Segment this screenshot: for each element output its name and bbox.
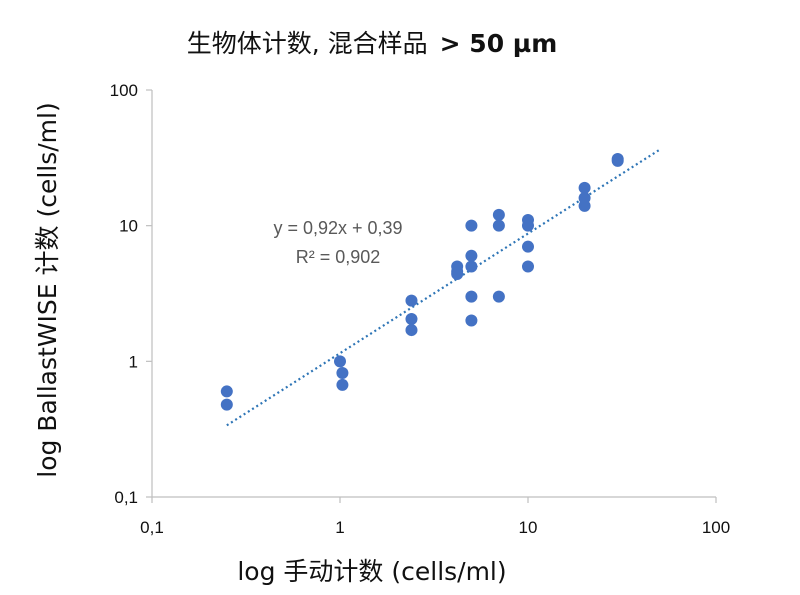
y-tick-label: 100	[110, 81, 138, 100]
data-point	[578, 199, 591, 212]
data-point	[522, 260, 534, 273]
data-point	[465, 249, 478, 262]
data-point	[405, 294, 418, 307]
data-point	[522, 219, 534, 232]
data-point	[220, 398, 233, 411]
data-point	[220, 385, 233, 398]
data-points	[220, 153, 624, 411]
data-point	[522, 240, 534, 253]
data-point	[451, 268, 464, 281]
r-squared-label: R² = 0,902	[296, 247, 381, 267]
data-point	[336, 367, 349, 380]
y-tick-label: 10	[119, 217, 138, 236]
data-point	[336, 378, 349, 391]
data-point	[465, 290, 478, 303]
x-tick-label: 10	[519, 518, 538, 537]
x-tick-label: 1	[335, 518, 344, 537]
y-tick-label: 0,1	[114, 488, 138, 507]
data-point	[465, 219, 478, 232]
data-point	[492, 219, 505, 232]
y-tick-label: 1	[129, 352, 138, 371]
x-tick-labels: 0,1 1 10 100	[140, 497, 730, 537]
y-axis-label: log BallastWISE 计数 (cells/ml)	[33, 102, 62, 478]
data-point	[492, 208, 505, 221]
data-point	[465, 260, 478, 273]
data-point	[578, 181, 591, 194]
data-point	[492, 290, 505, 303]
data-point	[405, 324, 418, 337]
data-point	[334, 355, 346, 368]
chart-title: 生物体计数, 混合样品 > 50 µm	[187, 29, 558, 58]
data-point	[611, 154, 624, 167]
x-axis-label: log 手动计数 (cells/ml)	[237, 557, 506, 586]
x-tick-label: 0,1	[140, 518, 164, 537]
x-tick-label: 100	[702, 518, 730, 537]
chart-title-main: 生物体计数, 混合样品	[187, 29, 428, 58]
data-point	[465, 314, 478, 327]
trendline-equation: y = 0,92x + 0,39	[273, 218, 402, 238]
y-tick-labels: 0,1 1 10 100	[110, 81, 152, 507]
chart-title-suffix: > 50 µm	[440, 29, 558, 58]
data-point	[405, 313, 418, 326]
trendline	[226, 148, 660, 427]
axes	[151, 90, 716, 498]
